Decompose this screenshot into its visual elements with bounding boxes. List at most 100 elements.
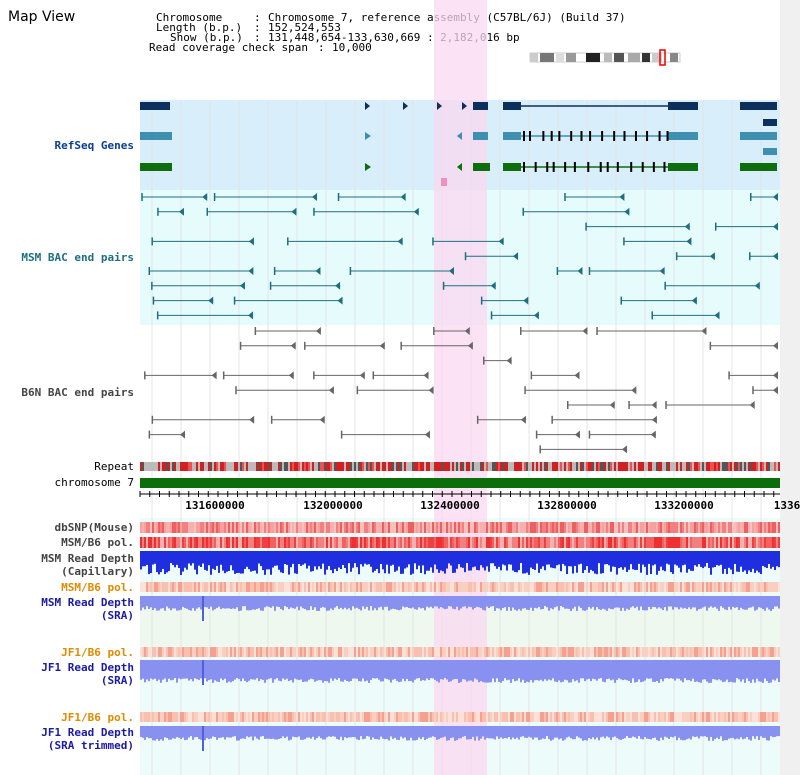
heat-cell — [608, 537, 610, 548]
heat-cell — [628, 522, 630, 533]
heat-cell — [350, 582, 352, 592]
depth-bar — [594, 660, 596, 680]
repeat-bar — [252, 462, 254, 471]
heat-cell — [540, 582, 542, 592]
repeat-bar — [220, 462, 222, 471]
heat-cell — [294, 647, 296, 657]
repeat-bar — [566, 462, 568, 471]
heat-cell — [706, 582, 708, 592]
heat-cell — [418, 647, 420, 657]
heat-cell — [388, 582, 390, 592]
heat-cell — [258, 582, 260, 592]
heat-cell — [546, 522, 548, 533]
heat-cell — [400, 712, 402, 722]
depth-bar — [442, 596, 444, 609]
heat-cell — [614, 522, 616, 533]
depth-bar — [406, 551, 408, 568]
heat-cell — [754, 582, 756, 592]
depth-bar — [216, 660, 218, 682]
heat-cell — [442, 537, 444, 548]
heat-cell — [582, 647, 584, 657]
heat-cell — [686, 712, 688, 722]
track-label-msm-sra-sub: (SRA) — [100, 609, 134, 622]
depth-bar — [228, 551, 230, 572]
heat-cell — [492, 647, 494, 657]
heat-cell — [446, 647, 448, 657]
heat-cell — [612, 647, 614, 657]
heat-cell — [602, 537, 604, 548]
depth-bar — [404, 551, 406, 569]
heat-cell — [384, 537, 386, 548]
heat-cell — [420, 537, 422, 548]
repeat-bar — [364, 462, 366, 471]
heat-cell — [456, 522, 458, 533]
heat-cell — [470, 537, 472, 548]
depth-bar — [328, 726, 330, 737]
depth-bar — [164, 551, 166, 575]
depth-bar — [186, 660, 188, 679]
depth-bar — [706, 726, 708, 738]
heat-cell — [326, 582, 328, 592]
bac-end-arrow — [773, 252, 778, 261]
heat-cell — [628, 537, 630, 548]
repeat-bar — [658, 462, 660, 471]
heat-cell — [694, 522, 696, 533]
depth-bar — [268, 660, 270, 679]
depth-bar — [192, 551, 194, 564]
repeat-bar — [768, 462, 770, 471]
track-label-refseq[interactable]: RefSeq Genes — [54, 139, 134, 152]
heat-cell — [446, 522, 448, 533]
repeat-bar — [620, 462, 622, 471]
heat-cell — [318, 582, 320, 592]
heat-cell — [216, 537, 218, 548]
heat-cell — [224, 647, 226, 657]
depth-bar — [198, 551, 200, 566]
depth-bar — [168, 660, 170, 679]
heat-cell — [612, 522, 614, 533]
heat-cell — [628, 712, 630, 722]
heat-cell — [656, 582, 658, 592]
depth-bar — [776, 660, 778, 679]
heat-cell — [594, 537, 596, 548]
depth-bar — [300, 551, 302, 566]
depth-bar — [186, 551, 188, 570]
show-sep: : — [254, 31, 261, 44]
heat-cell — [652, 537, 654, 548]
repeat-bar — [458, 462, 460, 471]
heat-cell — [272, 537, 274, 548]
heat-cell — [438, 582, 440, 592]
repeat-bar — [308, 462, 310, 471]
track-label-b6n-bac[interactable]: B6N BAC end pairs — [21, 386, 134, 399]
depth-bar — [238, 551, 240, 573]
depth-bar — [296, 726, 298, 738]
depth-bar — [596, 596, 598, 608]
heat-cell — [614, 582, 616, 592]
length-label: Length (b.p.) — [156, 21, 243, 34]
depth-bar — [424, 596, 426, 611]
repeat-bar — [462, 462, 464, 471]
heat-cell — [546, 537, 548, 548]
heat-cell — [412, 712, 414, 722]
heat-cell — [756, 582, 758, 592]
track-label-msm-bac[interactable]: MSM BAC end pairs — [21, 251, 134, 264]
depth-bar — [510, 596, 512, 611]
depth-bar — [220, 726, 222, 738]
heat-cell — [284, 647, 286, 657]
heat-cell — [732, 712, 734, 722]
depth-bar — [674, 596, 676, 608]
heat-cell — [170, 522, 172, 533]
heat-cell — [156, 582, 158, 592]
repeat-bar — [652, 462, 654, 471]
heat-cell — [474, 582, 476, 592]
depth-bar — [352, 726, 354, 737]
depth-bar — [186, 726, 188, 740]
heat-cell — [654, 712, 656, 722]
heat-cell — [160, 522, 162, 533]
repeat-bar — [644, 462, 646, 471]
heat-cell — [460, 647, 462, 657]
repeat-bar — [422, 462, 424, 471]
heat-cell — [506, 582, 508, 592]
heat-cell — [428, 582, 430, 592]
depth-bar — [304, 596, 306, 609]
